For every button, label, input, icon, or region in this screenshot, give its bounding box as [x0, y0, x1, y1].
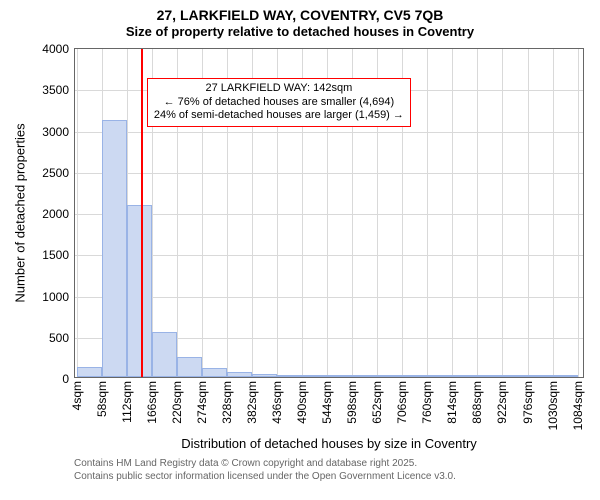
- x-axis-label: Distribution of detached houses by size …: [181, 436, 477, 451]
- histogram-bar: [502, 375, 527, 377]
- xtick-label: 490sqm: [295, 377, 309, 424]
- histogram-bar: [177, 357, 202, 377]
- xtick-label: 760sqm: [420, 377, 434, 424]
- xtick-label: 58sqm: [95, 377, 109, 417]
- histogram-bar: [77, 367, 102, 377]
- histogram-bar: [252, 374, 277, 377]
- gridline-v: [578, 49, 579, 377]
- histogram-bar: [477, 375, 502, 377]
- gridline-v: [477, 49, 478, 377]
- chart-subtitle: Size of property relative to detached ho…: [0, 24, 600, 40]
- gridline-v: [553, 49, 554, 377]
- xtick-label: 598sqm: [345, 377, 359, 424]
- histogram-bar: [352, 375, 377, 377]
- histogram-bar: [127, 205, 152, 377]
- xtick-label: 328sqm: [220, 377, 234, 424]
- histogram-bar: [202, 368, 227, 377]
- ytick-label: 3500: [42, 83, 75, 97]
- gridline-v: [452, 49, 453, 377]
- xtick-label: 868sqm: [470, 377, 484, 424]
- xtick-label: 112sqm: [120, 377, 134, 423]
- footer-line1: Contains HM Land Registry data © Crown c…: [74, 458, 456, 471]
- chart-container: 27, LARKFIELD WAY, COVENTRY, CV5 7QB Siz…: [0, 0, 600, 500]
- xtick-label: 1084sqm: [571, 377, 585, 430]
- xtick-label: 814sqm: [445, 377, 459, 424]
- xtick-label: 1030sqm: [546, 377, 560, 430]
- histogram-bar: [402, 375, 427, 377]
- xtick-label: 382sqm: [245, 377, 259, 424]
- ytick-label: 3000: [42, 125, 75, 139]
- chart-title: 27, LARKFIELD WAY, COVENTRY, CV5 7QB: [0, 0, 600, 24]
- ytick-label: 2500: [42, 166, 75, 180]
- xtick-label: 706sqm: [395, 377, 409, 424]
- ytick-label: 1000: [42, 290, 75, 304]
- xtick-label: 220sqm: [170, 377, 184, 424]
- histogram-bar: [102, 120, 127, 377]
- annotation-line2: ← 76% of detached houses are smaller (4,…: [154, 96, 404, 110]
- histogram-bar: [327, 375, 352, 377]
- gridline-v: [77, 49, 78, 377]
- footer-line2: Contains public sector information licen…: [74, 471, 456, 484]
- ytick-label: 1500: [42, 248, 75, 262]
- histogram-bar: [553, 375, 578, 377]
- xtick-label: 652sqm: [370, 377, 384, 424]
- xtick-label: 976sqm: [521, 377, 535, 424]
- xtick-label: 436sqm: [270, 377, 284, 424]
- gridline-v: [502, 49, 503, 377]
- histogram-bar: [377, 375, 402, 377]
- annotation-line1: 27 LARKFIELD WAY: 142sqm: [154, 82, 404, 96]
- ytick-label: 500: [49, 331, 75, 345]
- annotation-line3: 24% of semi-detached houses are larger (…: [154, 109, 404, 123]
- histogram-bar: [528, 375, 553, 377]
- gridline-v: [427, 49, 428, 377]
- histogram-bar: [302, 375, 327, 377]
- xtick-label: 166sqm: [145, 377, 159, 424]
- histogram-bar: [152, 332, 177, 377]
- annotation-box: 27 LARKFIELD WAY: 142sqm← 76% of detache…: [147, 78, 411, 127]
- histogram-bar: [277, 375, 302, 377]
- histogram-bar: [427, 375, 452, 377]
- xtick-label: 274sqm: [195, 377, 209, 424]
- ytick-label: 2000: [42, 207, 75, 221]
- gridline-v: [528, 49, 529, 377]
- histogram-bar: [227, 372, 252, 377]
- ytick-label: 4000: [42, 42, 75, 56]
- plot-area: 050010001500200025003000350040004sqm58sq…: [74, 48, 584, 378]
- xtick-label: 4sqm: [70, 377, 84, 410]
- xtick-label: 922sqm: [495, 377, 509, 424]
- histogram-bar: [452, 375, 477, 377]
- marker-line: [141, 49, 143, 377]
- y-axis-label: Number of detached properties: [13, 123, 28, 302]
- footer-attribution: Contains HM Land Registry data © Crown c…: [74, 458, 456, 483]
- xtick-label: 544sqm: [320, 377, 334, 424]
